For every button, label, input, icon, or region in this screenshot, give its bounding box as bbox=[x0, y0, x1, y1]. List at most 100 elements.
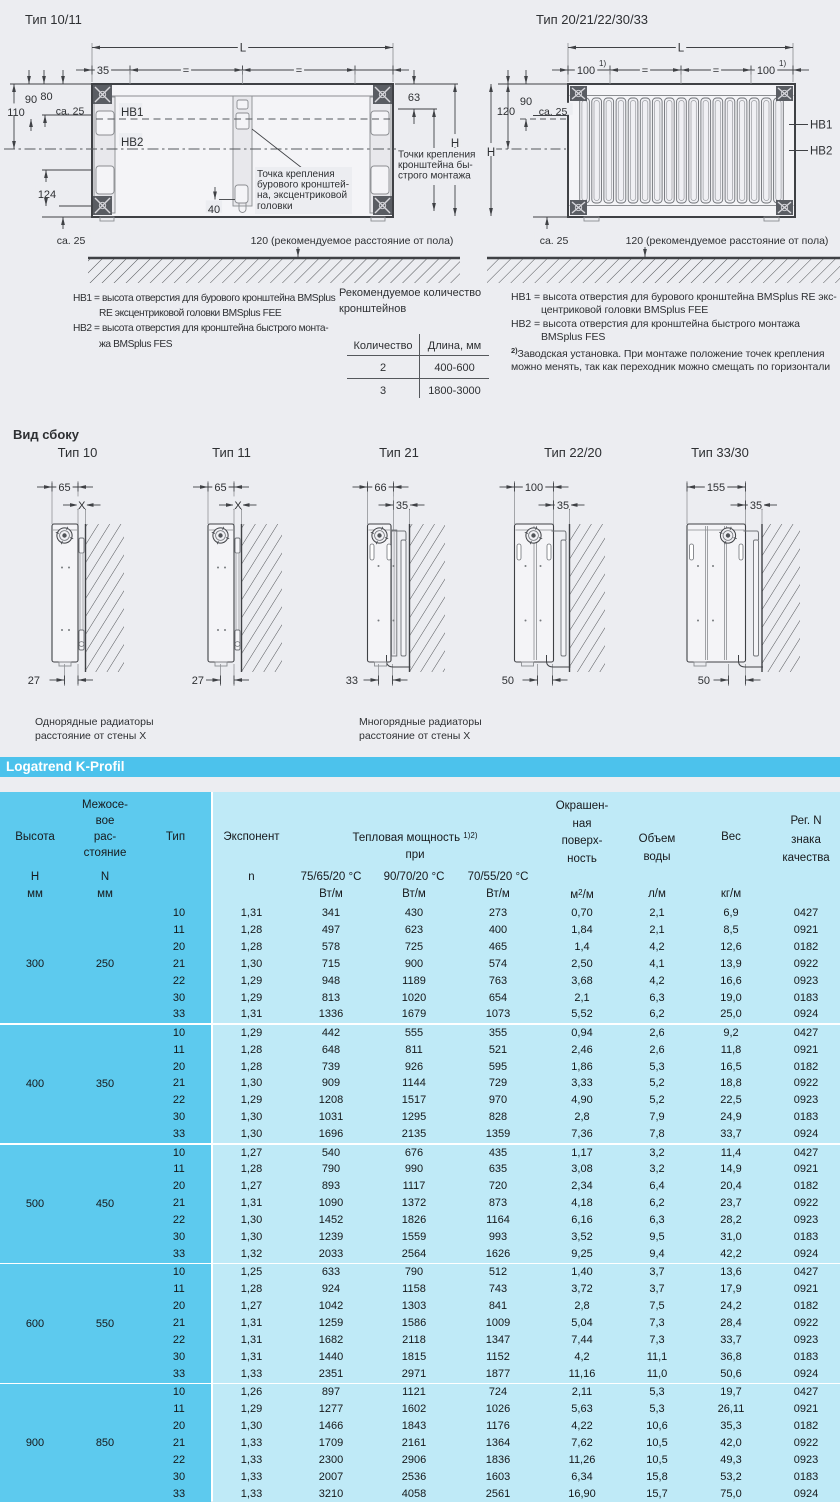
cell-area: 7,44 bbox=[571, 1333, 593, 1346]
cell-weight: 53,2 bbox=[720, 1470, 742, 1483]
floor-dim-label: 120 (рекомендуемое расстояние от пола) bbox=[251, 235, 454, 247]
cell-exponent: 1,26 bbox=[240, 1386, 263, 1399]
cell-reg: 0921 bbox=[793, 1403, 819, 1416]
bracket-count: 2 bbox=[379, 362, 387, 374]
hdr-power-text: Тепловая мощность bbox=[352, 832, 461, 844]
note-line: центриковой головки BMSplus FEE bbox=[541, 304, 709, 317]
dim-label: 35 bbox=[750, 500, 762, 512]
cell-area: 3,68 bbox=[571, 974, 593, 987]
drawing-rect bbox=[386, 543, 392, 561]
cell-reg: 0183 bbox=[793, 991, 819, 1004]
drawing-line bbox=[225, 537, 230, 540]
cell-power-70: 1152 bbox=[486, 1350, 510, 1363]
dim-label: = bbox=[713, 65, 719, 77]
cell-power-70: 1877 bbox=[485, 1367, 511, 1380]
cell-volume: 2,6 bbox=[649, 1026, 665, 1039]
cell-weight: 16,6 bbox=[720, 974, 742, 987]
cell-volume: 3,7 bbox=[649, 1283, 665, 1296]
drawing-path bbox=[391, 530, 407, 540]
dim-label: X bbox=[78, 500, 86, 512]
label-mask bbox=[343, 671, 360, 684]
table-row: 20 1,30 1466 1843 1176 4,22 10,6 35,3 0182 bbox=[0, 1418, 840, 1435]
callout-line: строго монтажа bbox=[398, 171, 471, 182]
dim-label: 27 bbox=[192, 675, 204, 687]
drawing-rect bbox=[99, 216, 115, 222]
cell-power-75: 948 bbox=[321, 974, 341, 987]
dim-label: 35 bbox=[396, 500, 408, 512]
table-row: 21 1,30 909 1144 729 3,33 5,2 18,8 0922 bbox=[0, 1075, 840, 1092]
drawing-rect bbox=[95, 110, 115, 136]
header-bg-dark bbox=[0, 792, 211, 905]
cell-power-90: 1121 bbox=[402, 1386, 426, 1399]
drawing-rect bbox=[400, 539, 407, 657]
dim-arrowhead bbox=[242, 68, 251, 72]
drawing-rect bbox=[724, 97, 736, 204]
drawing-rect bbox=[235, 552, 240, 632]
cell-power-90: 926 bbox=[404, 1060, 424, 1073]
cell-power-90: 1586 bbox=[401, 1317, 427, 1330]
label-mask bbox=[704, 478, 728, 491]
cell-reg: 0922 bbox=[793, 1197, 819, 1210]
cell-height: 600 bbox=[25, 1317, 45, 1330]
drawing-circle bbox=[234, 641, 241, 647]
cell-weight: 18,8 bbox=[720, 1077, 742, 1090]
cell-power-75: 1277 bbox=[318, 1403, 344, 1416]
dim-label: 63 bbox=[408, 92, 420, 104]
dim-arrowhead bbox=[85, 503, 94, 507]
cell-type: 20 bbox=[172, 1180, 186, 1193]
label-mask bbox=[372, 478, 389, 491]
cell-reg: 0921 bbox=[793, 1283, 819, 1296]
cell-exponent: 1,30 bbox=[240, 1214, 263, 1227]
label-mask bbox=[485, 143, 497, 157]
dim-arrowhead bbox=[553, 485, 562, 489]
label-mask bbox=[189, 671, 206, 684]
drawing-rect bbox=[593, 100, 600, 201]
drawing-rect bbox=[95, 165, 115, 195]
dim-label: 110 bbox=[7, 107, 25, 119]
drawing-circle bbox=[722, 530, 734, 541]
cell-area: 4,22 bbox=[571, 1419, 593, 1432]
cell-power-70: 1603 bbox=[485, 1470, 511, 1483]
cell-power-75: 1696 bbox=[318, 1128, 344, 1141]
drawing-circle bbox=[378, 90, 387, 99]
cell-weight: 33,7 bbox=[720, 1128, 742, 1141]
dim-label: X bbox=[234, 500, 242, 512]
dim-label: H bbox=[487, 147, 495, 159]
dim-sup: 1) bbox=[599, 59, 606, 68]
drawing-rect bbox=[583, 216, 600, 222]
drawing-title: Тип 10/11 bbox=[25, 12, 82, 27]
dim-arrowhead bbox=[234, 485, 242, 489]
table-group: 900 850 10 1,26 897 1121 724 2,11 5,3 19,7 0427 11 1… bbox=[0, 1384, 840, 1502]
cell-reg: 0923 bbox=[793, 1453, 819, 1466]
cell-area: 0,70 bbox=[571, 907, 593, 919]
cell-reg: 0183 bbox=[793, 1231, 819, 1244]
cell-reg: 0182 bbox=[793, 1180, 819, 1193]
dim-arrowhead bbox=[610, 68, 618, 72]
drawing-circle bbox=[59, 530, 70, 541]
cell-power-75: 2300 bbox=[318, 1453, 344, 1466]
cell-area: 3,08 bbox=[571, 1163, 593, 1176]
drawing-circle bbox=[697, 565, 699, 567]
dim-arrowhead bbox=[762, 503, 770, 507]
table-row: 20 1,28 739 926 595 1,86 5,3 16,5 0182 bbox=[0, 1059, 840, 1076]
section-banner: Logatrend K-Profil bbox=[0, 757, 840, 777]
dim-label: HB1 bbox=[121, 107, 143, 119]
cell-weight: 11,8 bbox=[720, 1043, 742, 1056]
cell-power-90: 1679 bbox=[401, 1008, 427, 1021]
bracket-col-length: Длина, мм bbox=[427, 340, 482, 352]
drawing-circle bbox=[215, 530, 226, 541]
cell-weight: 13,9 bbox=[720, 957, 742, 970]
drawing-rect bbox=[630, 100, 637, 201]
cell-power-75: 1259 bbox=[318, 1317, 344, 1330]
cell-reg: 0427 bbox=[793, 1386, 819, 1399]
cell-volume: 2,1 bbox=[649, 923, 665, 936]
ground-hatch bbox=[487, 258, 840, 283]
cell-weight: 50,6 bbox=[720, 1367, 742, 1380]
dim-arrowhead bbox=[29, 119, 33, 127]
sideview-title: Тип 21 bbox=[379, 445, 419, 460]
dim-label: L bbox=[678, 42, 685, 54]
cell-power-75: 1440 bbox=[318, 1350, 344, 1363]
cell-area: 3,52 bbox=[571, 1231, 593, 1244]
cell-exponent: 1,33 bbox=[240, 1487, 263, 1500]
drawing-rect bbox=[738, 543, 744, 561]
